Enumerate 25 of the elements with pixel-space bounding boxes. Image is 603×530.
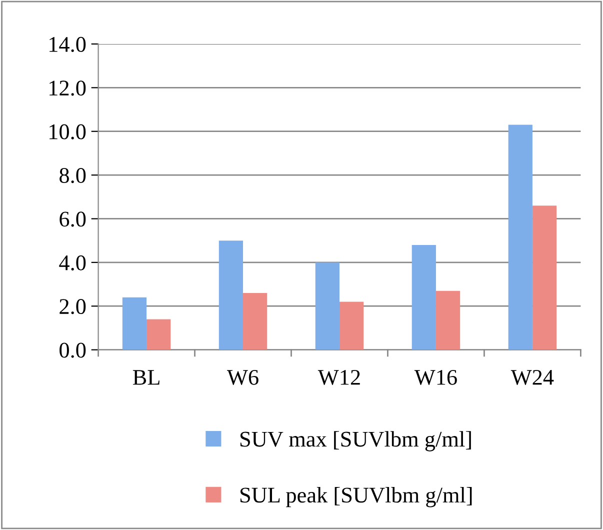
x-tick-label: BL (132, 370, 160, 385)
bar (508, 124, 532, 350)
y-tick-label: 14.0 (50, 36, 86, 52)
y-tick-label: 10.0 (50, 124, 86, 140)
bar (122, 297, 147, 350)
x-tick-label: W16 (414, 370, 457, 385)
x-tick-label: W6 (226, 370, 258, 385)
y-tick-label: 2.0 (60, 299, 86, 314)
x-tick-label: W24 (510, 370, 554, 385)
y-tick-label: 8.0 (60, 168, 86, 184)
bar (218, 240, 244, 350)
bar (339, 302, 364, 350)
legend-label: SUV max [SUVlbm g/ml] (240, 431, 471, 452)
y-tick-label: 12.0 (50, 80, 86, 96)
bar (146, 319, 171, 350)
bar (315, 262, 340, 350)
bar (412, 244, 436, 350)
legend-label: SUL peak [SUVlbm g/ml] (240, 487, 472, 508)
x-tick-label: W12 (318, 370, 360, 385)
bar (436, 290, 460, 350)
bar (243, 293, 268, 350)
y-tick-label: 6.0 (60, 212, 86, 227)
bar (532, 206, 557, 350)
y-tick-label: 0.0 (60, 342, 86, 358)
y-tick-label: 4.0 (59, 255, 86, 270)
